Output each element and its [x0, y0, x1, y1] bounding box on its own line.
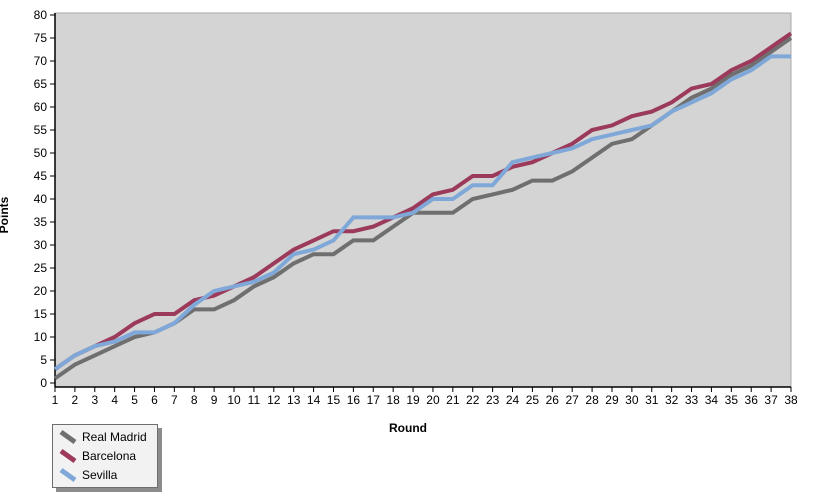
x-tick-label: 18 — [386, 393, 400, 407]
x-tick-label: 34 — [705, 393, 719, 407]
x-tick-label: 37 — [764, 393, 778, 407]
x-tick-label: 7 — [171, 393, 178, 407]
legend-item-barcelona: Barcelona — [58, 447, 147, 465]
x-tick-label: 21 — [446, 393, 460, 407]
legend: Real Madrid Barcelona Sevilla — [52, 424, 158, 488]
x-tick-label: 35 — [725, 393, 739, 407]
y-tick-label: 5 — [40, 353, 47, 367]
x-tick-label: 15 — [327, 393, 341, 407]
x-tick-label: 3 — [91, 393, 98, 407]
series-line-barcelona — [53, 31, 793, 371]
y-tick-label: 70 — [34, 54, 48, 68]
legend-item-sevilla: Sevilla — [58, 466, 147, 484]
y-tick-label: 30 — [34, 238, 48, 252]
x-tick-label: 1 — [52, 393, 59, 407]
x-tick-label: 4 — [111, 393, 118, 407]
y-tick-label: 25 — [34, 261, 48, 275]
y-tick-label: 75 — [34, 31, 48, 45]
x-tick-label: 9 — [211, 393, 218, 407]
x-tick-label: 32 — [665, 393, 679, 407]
legend-marker-real-madrid-icon — [59, 429, 77, 445]
x-tick-label: 27 — [566, 393, 580, 407]
x-tick-label: 20 — [426, 393, 440, 407]
y-tick-label: 60 — [34, 100, 48, 114]
x-tick-label: 11 — [248, 393, 261, 407]
x-tick-label: 6 — [151, 393, 158, 407]
y-tick-label: 40 — [34, 192, 48, 206]
x-tick-label: 14 — [307, 393, 321, 407]
legend-item-real-madrid: Real Madrid — [58, 428, 147, 446]
x-tick-label: 8 — [191, 393, 198, 407]
x-tick-label: 17 — [367, 393, 381, 407]
y-tick-label: 20 — [34, 284, 48, 298]
x-tick-label: 36 — [745, 393, 759, 407]
x-tick-label: 16 — [347, 393, 361, 407]
x-tick-label: 38 — [784, 393, 798, 407]
y-axis-title: Points — [0, 196, 11, 234]
x-tick-label: 10 — [227, 393, 241, 407]
x-tick-label: 23 — [486, 393, 500, 407]
y-tick-label: 80 — [34, 8, 48, 22]
x-tick-label: 26 — [546, 393, 560, 407]
x-tick-label: 28 — [585, 393, 599, 407]
y-tick-label: 50 — [34, 146, 48, 160]
x-tick-label: 12 — [267, 393, 281, 407]
x-tick-label: 13 — [287, 393, 301, 407]
x-tick-label: 29 — [605, 393, 619, 407]
x-tick-label: 33 — [685, 393, 699, 407]
legend-label: Real Madrid — [82, 430, 147, 444]
x-tick-label: 25 — [526, 393, 540, 407]
y-tick-label: 45 — [34, 169, 48, 183]
x-tick-label: 30 — [625, 393, 639, 407]
series-line-sevilla — [53, 54, 791, 371]
x-tick-label: 19 — [406, 393, 420, 407]
y-tick-label: 55 — [34, 123, 48, 137]
x-tick-label: 22 — [466, 393, 480, 407]
y-tick-label: 15 — [34, 307, 48, 321]
legend-marker-sevilla-icon — [59, 467, 77, 483]
x-tick-label: 31 — [645, 393, 659, 407]
y-tick-label: 0 — [40, 376, 47, 390]
x-tick-label: 5 — [131, 393, 138, 407]
y-tick-label: 65 — [34, 77, 48, 91]
y-tick-label: 10 — [34, 330, 48, 344]
y-tick-label: 35 — [34, 215, 48, 229]
legend-marker-barcelona-icon — [59, 448, 77, 464]
legend-label: Sevilla — [82, 468, 118, 482]
x-axis-title: Round — [389, 421, 427, 435]
x-tick-label: 24 — [506, 393, 520, 407]
x-tick-label: 2 — [72, 393, 79, 407]
legend-label: Barcelona — [82, 449, 137, 463]
